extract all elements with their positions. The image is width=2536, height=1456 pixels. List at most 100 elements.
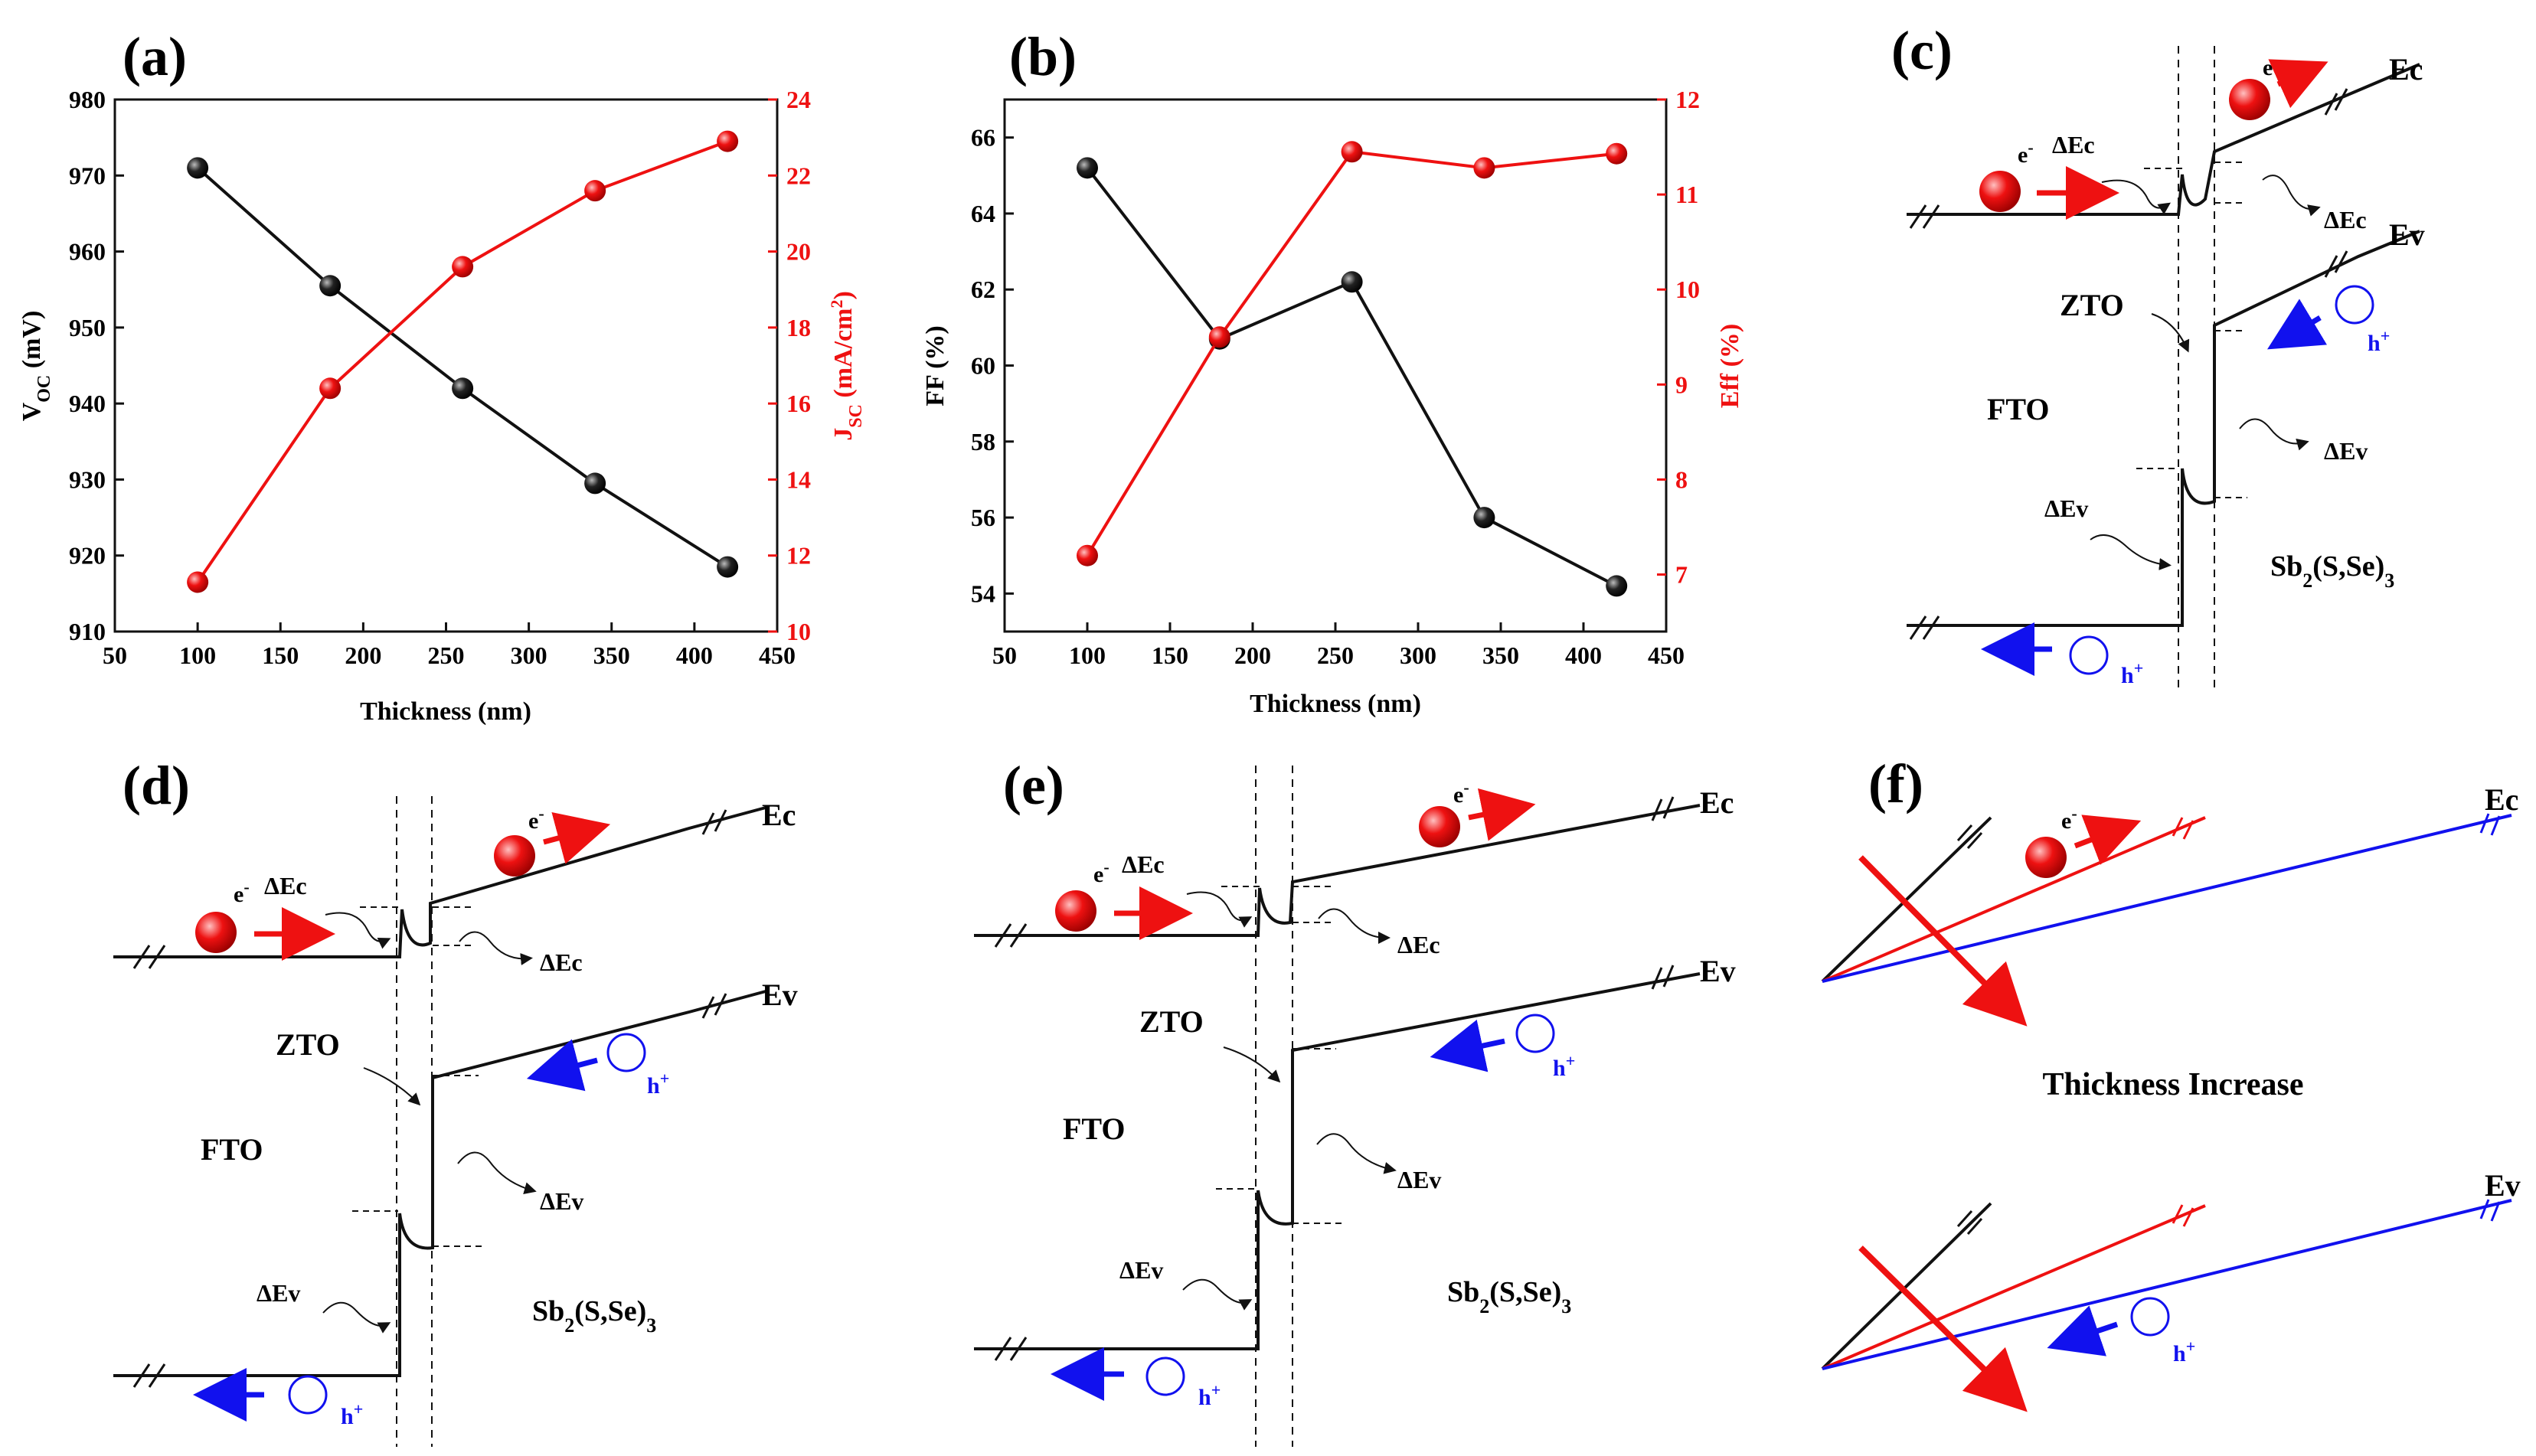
break-mark bbox=[132, 945, 166, 969]
break-mark bbox=[2324, 88, 2348, 116]
delta-ec-label: ΔEc bbox=[1397, 931, 1440, 958]
chart-b-series bbox=[1077, 141, 1628, 597]
panel-label-b: (b) bbox=[1009, 26, 1077, 87]
break-mark bbox=[2324, 250, 2348, 278]
chart-a-x-ticks: 50 100 150 200 250 300 350 400 450 bbox=[103, 622, 796, 669]
curly-arrow bbox=[363, 1067, 421, 1106]
x-tick-label: 100 bbox=[179, 641, 216, 669]
data-point-JSC bbox=[319, 377, 342, 400]
hole bbox=[2335, 285, 2374, 325]
y2-tick-label: 10 bbox=[786, 618, 811, 645]
x-tick-label: 150 bbox=[262, 641, 299, 669]
electron-label: e- bbox=[2263, 51, 2279, 81]
chart-a-frame bbox=[113, 98, 779, 633]
zto-label: ZTO bbox=[1139, 1004, 1204, 1039]
fto-label: FTO bbox=[201, 1132, 263, 1167]
hole-arrow bbox=[2266, 299, 2328, 350]
x-tick-label: 250 bbox=[1317, 641, 1354, 669]
delta-ev-label: ΔEv bbox=[257, 1279, 300, 1307]
band-diagram-f bbox=[1821, 813, 2512, 1412]
y2-tick-label: 12 bbox=[786, 542, 811, 570]
absorber-label: Sb2(S,Se)3 bbox=[532, 1295, 656, 1337]
electron bbox=[2229, 79, 2270, 120]
curly-arrow bbox=[2151, 313, 2190, 353]
delta-ev-label: ΔEv bbox=[2044, 495, 2088, 522]
electron-arrow bbox=[2268, 59, 2328, 109]
data-point-VOC bbox=[584, 472, 606, 495]
y-tick-label: 980 bbox=[69, 86, 106, 113]
electron-label: e- bbox=[234, 877, 250, 908]
band-line-thin bbox=[1821, 1202, 1992, 1370]
x-tick-label: 200 bbox=[345, 641, 381, 669]
electron bbox=[1055, 890, 1096, 932]
ev-label: Ev bbox=[762, 978, 798, 1012]
hole bbox=[288, 1375, 328, 1415]
data-point-VOC bbox=[319, 275, 342, 297]
fto-label: FTO bbox=[1987, 392, 2050, 426]
break-mark bbox=[1651, 796, 1675, 821]
data-point-VOC bbox=[452, 377, 474, 400]
data-point-VOC bbox=[717, 556, 739, 578]
curly-arrow bbox=[325, 912, 391, 949]
offset-dash bbox=[2136, 162, 2247, 498]
data-point-FF bbox=[1473, 507, 1495, 529]
fto-label: FTO bbox=[1063, 1112, 1126, 1146]
y2-tick-label: 14 bbox=[786, 465, 811, 493]
caption-thickness-increase: Thickness Increase bbox=[2042, 1067, 2303, 1102]
break-mark bbox=[1956, 824, 1983, 850]
x-tick-label: 300 bbox=[511, 641, 547, 669]
y-tick-label: 920 bbox=[69, 542, 106, 570]
curly-arrow bbox=[2101, 179, 2171, 215]
y2-tick-label: 18 bbox=[786, 314, 811, 341]
band-diagram-d bbox=[113, 796, 766, 1447]
hole-label: h+ bbox=[2368, 326, 2390, 357]
x-tick-label: 200 bbox=[1234, 641, 1271, 669]
data-point-FF bbox=[1606, 575, 1628, 597]
offset-dash bbox=[352, 906, 482, 1247]
y-tick-label: 54 bbox=[971, 579, 995, 607]
y-tick-label: 960 bbox=[69, 238, 106, 266]
hole-label: h+ bbox=[1198, 1380, 1221, 1411]
x-tick-label: 350 bbox=[1482, 641, 1519, 669]
band-c-text: Ec Ev ΔEc ΔEc ΔEv ΔEv ZTO FTO Sb2(S,Se)3… bbox=[1979, 51, 2425, 688]
y2-tick-label: 11 bbox=[1675, 181, 1698, 208]
data-point-JSC bbox=[452, 256, 474, 278]
delta-ec-label: ΔEc bbox=[1122, 850, 1165, 878]
x-tick-label: 400 bbox=[676, 641, 713, 669]
curly-arrow bbox=[322, 1301, 391, 1334]
y2-tick-label: 7 bbox=[1675, 561, 1688, 589]
data-point-Eff bbox=[1473, 157, 1495, 179]
hole bbox=[1145, 1356, 1185, 1396]
valence-band bbox=[1907, 230, 2420, 627]
chart-b-x-ticks: 50 100 150 200 250 300 350 400 450 bbox=[992, 622, 1685, 669]
break-mark bbox=[1956, 1210, 1983, 1236]
hole bbox=[2130, 1297, 2170, 1337]
absorber-label: Sb2(S,Se)3 bbox=[2270, 550, 2394, 592]
chart-b-ylabel: FF (%) bbox=[921, 325, 949, 406]
y-tick-label: 56 bbox=[971, 504, 995, 531]
break-mark bbox=[2479, 1199, 2501, 1222]
ec-label: Ec bbox=[762, 798, 796, 832]
band-d-text: Ec Ev ΔEc ΔEc ΔEv ΔEv ZTO FTO Sb2(S,Se)3… bbox=[193, 798, 798, 1429]
thickness-arrow bbox=[1858, 1245, 2028, 1412]
conduction-band bbox=[113, 806, 766, 958]
panel-label-e: (e) bbox=[1003, 755, 1064, 816]
data-point-Eff bbox=[1077, 544, 1098, 566]
data-point-JSC bbox=[187, 571, 209, 593]
y-tick-label: 930 bbox=[69, 465, 106, 493]
band-line-thick bbox=[1822, 814, 2512, 983]
chart-b-xlabel: Thickness (nm) bbox=[1250, 690, 1421, 718]
electron-label: e- bbox=[1093, 857, 1110, 888]
band-line-thick bbox=[1822, 1199, 2512, 1370]
hole-arrow bbox=[526, 1039, 598, 1092]
electron bbox=[494, 835, 535, 877]
chart-b-frame bbox=[1003, 98, 1668, 633]
band-e-text: Ec Ev ΔEc ΔEc ΔEv ΔEv ZTO FTO Sb2(S,Se)3… bbox=[1051, 778, 1736, 1411]
x-tick-label: 50 bbox=[103, 641, 127, 669]
break-mark bbox=[2172, 1204, 2194, 1227]
zto-label: ZTO bbox=[276, 1027, 340, 1062]
break-mark bbox=[2479, 813, 2501, 836]
x-tick-label: 450 bbox=[759, 641, 796, 669]
data-point-JSC bbox=[584, 180, 606, 202]
curly-arrow bbox=[2090, 534, 2172, 570]
